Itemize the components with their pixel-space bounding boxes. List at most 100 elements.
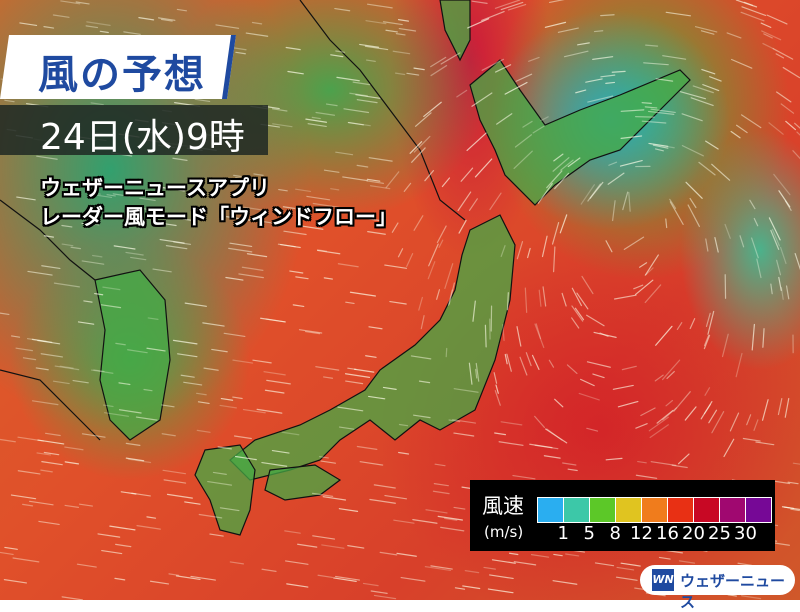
wind-streak [535,416,545,427]
wind-streak [553,581,577,585]
wind-streak [166,246,186,249]
wind-streak [682,114,702,121]
wind-streak [563,463,576,465]
wind-streak [39,521,59,524]
wind-streak [23,504,33,505]
wind-streak [343,177,368,181]
wind-streak [670,202,683,225]
wind-streak [781,247,786,263]
wind-streak [737,125,747,132]
wind-streak [690,319,694,329]
wind-streak [495,433,506,435]
wind-streak [318,575,332,577]
wind-streak [606,82,615,83]
wind-streak [213,472,226,474]
wind-streak [638,462,647,463]
wind-streak [656,149,664,151]
wind-streak [181,375,194,377]
wind-streak [507,293,508,310]
wind-streak [54,283,79,287]
wind-streak [624,237,643,249]
wind-streak [666,401,672,406]
wind-streak [485,325,486,347]
wind-streak [544,456,560,458]
wind-streak [545,22,565,27]
wind-streak [636,475,656,478]
wind-streak [621,110,644,111]
wind-streak [547,171,562,188]
wind-streak [316,113,334,116]
wind-streak [386,172,399,188]
wind-streak [761,23,770,27]
wind-streak [357,100,377,103]
wind-streak [490,575,513,579]
wind-streak [459,220,466,233]
wind-streak [690,198,696,207]
wind-streak [594,332,616,337]
wind-streak [494,373,496,384]
wind-streak [565,51,588,56]
wind-streak [763,400,769,421]
wind-streak [399,452,409,453]
wind-streak [601,75,615,77]
wind-streak [239,274,263,278]
wind-streak [663,56,686,60]
wind-streak [431,66,447,76]
weathernews-logo: WN ウェザーニュース [640,565,795,595]
wind-streak [397,553,416,556]
wind-streak [463,586,480,589]
wind-streak [185,502,200,504]
wind-streak [705,388,710,396]
wind-streak [769,218,780,240]
wind-streak [162,405,174,407]
legend-swatch [746,498,771,522]
wind-streak [712,164,730,180]
wind-streak [346,374,370,378]
wind-streak [608,173,624,184]
wind-streak [646,45,658,46]
wind-streak [115,578,125,579]
wind-streak [617,577,638,580]
wind-streak [0,439,15,441]
wind-streak [413,520,437,524]
wind-streak [163,470,185,473]
wind-streak [679,561,694,563]
wind-streak [715,238,718,252]
wind-streak [461,168,472,181]
wind-streak [253,360,271,363]
wind-streak [588,96,613,102]
wind-streak [642,121,665,123]
wind-streak [246,33,267,36]
wind-streak [437,226,446,242]
wind-streak [554,554,562,555]
wind-streak [160,240,184,244]
legend-swatch [642,498,668,522]
wind-streak [306,119,327,122]
wind-streak [425,171,434,181]
wind-streak [586,79,602,82]
wind-streak [162,434,175,436]
wind-streak [543,287,546,306]
wind-streak [655,375,663,381]
subtitle-line-2: レーダー風モード「ウィンドフロー」 [40,201,397,231]
wind-streak [622,366,636,369]
wind-streak [366,21,386,24]
wind-streak [282,432,299,434]
wind-streak [103,287,120,290]
wind-streak [71,247,80,248]
wind-streak [77,564,96,567]
wind-streak [367,181,383,183]
wind-streak [411,356,430,359]
wind-streak [757,259,761,277]
wind-streak [147,517,156,518]
wind-streak [732,60,752,69]
wind-streak [293,305,303,307]
wind-streak [335,9,350,11]
wind-streak [750,200,755,208]
wind-streak [493,560,516,563]
wind-streak [53,381,69,383]
wind-streak [767,15,787,24]
wind-streak [153,269,171,272]
wind-streak [126,252,143,255]
wind-streak [407,73,419,75]
